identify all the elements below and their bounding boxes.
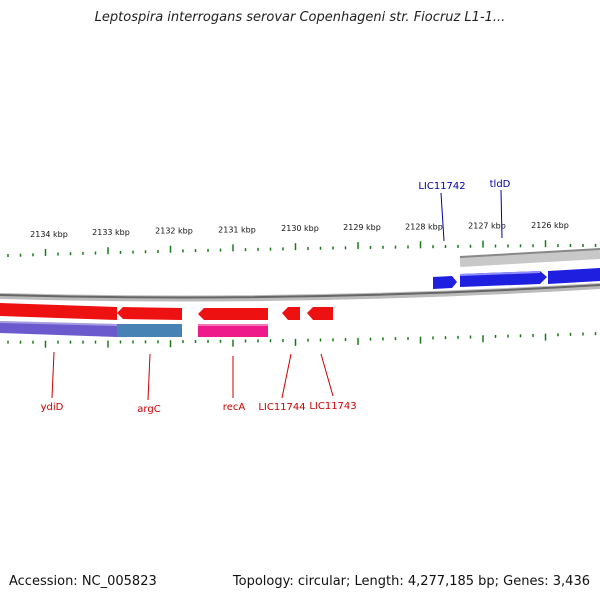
band-highlight [0,321,268,326]
band-purple [0,321,117,337]
tick-label: 2128 kbp [405,222,443,231]
tick-dots-bottom [7,332,597,348]
tick-label: 2127 kbp [468,222,506,231]
tick-label: 2129 kbp [343,223,381,232]
label-argC: argC [137,404,160,415]
tick-label: 2132 kbp [155,227,193,236]
tick-label: 2131 kbp [218,225,256,234]
gene-reverse-argC[interactable] [117,307,182,320]
tick-labels: 2134 kbp 2133 kbp 2132 kbp 2131 kbp 2130 kbp… [30,221,569,239]
band-blue [117,324,182,337]
genome-summary: Topology: circular; Length: 4,277,185 bp… [232,574,590,589]
tick-dots-top [7,240,597,258]
label-tldD: tldD [490,179,511,190]
tick-label: 2134 kbp [30,230,68,239]
gene-forward-LIC11742[interactable] [433,276,457,289]
accession-label: Accession: NC_005823 [9,574,157,589]
gene-forward-next[interactable] [548,268,600,284]
map-title: Leptospira interrogans serovar Copenhage… [94,10,506,25]
label-LIC11743: LIC11743 [309,401,356,412]
tick-label: 2126 kbp [531,221,569,230]
label-LIC11744: LIC11744 [258,402,305,413]
backbone-outer-edge [459,248,600,258]
forward-highlight [459,271,541,276]
leader-lines [51,189,503,401]
gene-reverse-ydiD[interactable] [0,303,117,320]
band-pink [198,324,268,337]
gene-reverse-LIC11743[interactable] [307,307,333,320]
label-LIC11742: LIC11742 [418,181,465,192]
label-ydiD: ydiD [41,402,64,413]
backbone-outer [459,249,600,267]
gene-reverse-recA[interactable] [198,308,268,320]
label-recA: recA [223,402,246,413]
gene-reverse-LIC11744[interactable] [282,307,300,320]
backbone-inner-edge [0,284,600,299]
tick-label: 2130 kbp [281,224,319,233]
tick-label: 2133 kbp [92,228,130,237]
